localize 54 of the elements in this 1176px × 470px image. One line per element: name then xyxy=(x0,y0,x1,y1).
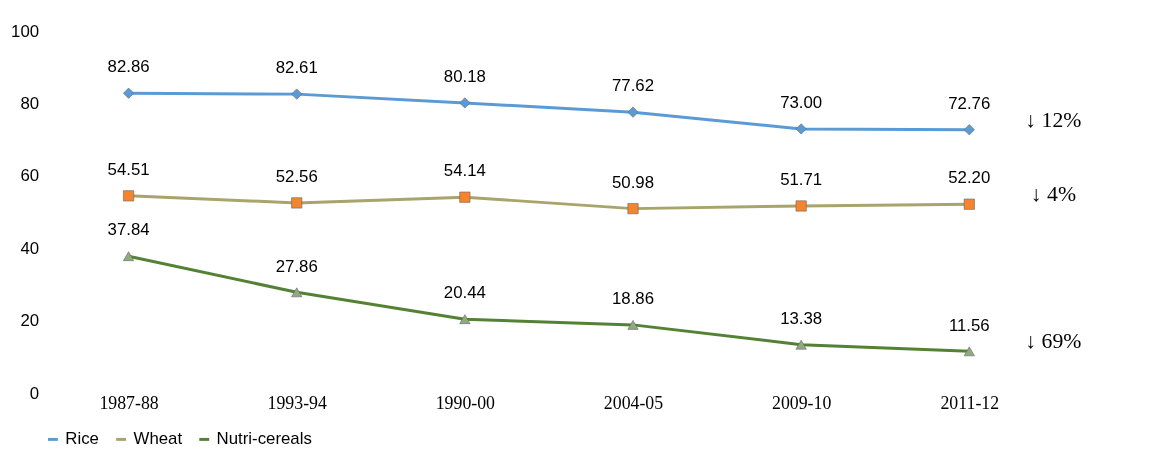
x-tick-label: 1990-00 xyxy=(435,393,496,414)
data-label: 37.84 xyxy=(107,220,150,240)
data-label: 73.00 xyxy=(780,93,823,113)
point xyxy=(291,197,303,209)
point xyxy=(291,287,303,298)
data-label: 54.14 xyxy=(443,161,486,181)
legend-label: Nutri-cereals xyxy=(216,429,312,449)
point xyxy=(795,123,807,135)
point xyxy=(627,106,639,118)
point xyxy=(459,97,471,109)
data-label: 51.71 xyxy=(780,170,823,190)
point xyxy=(627,203,639,215)
point xyxy=(291,88,303,100)
point xyxy=(459,314,471,324)
x-tick-label: 1993-94 xyxy=(267,393,327,414)
y-tick-label: 40 xyxy=(20,238,40,258)
annotation: ↓ 12% xyxy=(1025,107,1082,132)
y-tick-label: 100 xyxy=(11,21,40,41)
legend-label: Wheat xyxy=(133,429,183,449)
x-tick-label: 2004-05 xyxy=(603,393,664,414)
data-label: 11.56 xyxy=(948,315,990,335)
data-label: 54.51 xyxy=(107,160,150,180)
y-tick-label: 80 xyxy=(20,94,40,114)
data-label: 82.61 xyxy=(275,58,318,78)
data-label: 13.38 xyxy=(780,308,823,328)
y-tick-label: 60 xyxy=(20,166,40,186)
legend-label: Rice xyxy=(65,429,99,449)
data-label: 72.76 xyxy=(948,94,991,114)
data-label: 27.86 xyxy=(275,256,318,276)
y-tick-label: 0 xyxy=(29,383,40,403)
annotation: ↓ 69% xyxy=(1025,329,1082,354)
data-label: 20.44 xyxy=(443,283,486,303)
data-label: 50.98 xyxy=(611,172,655,192)
x-tick-label: 1987-88 xyxy=(99,393,159,414)
annotation: ↓ 4% xyxy=(1030,182,1077,207)
point xyxy=(795,200,807,212)
x-tick-label: 2009-10 xyxy=(771,393,832,414)
data-label: 80.18 xyxy=(443,67,486,87)
point xyxy=(123,251,135,261)
data-label: 52.56 xyxy=(275,167,318,187)
x-tick-label: 2011-12 xyxy=(940,393,1000,414)
point xyxy=(627,320,639,330)
point xyxy=(795,339,807,350)
data-label: 77.62 xyxy=(611,76,655,96)
point xyxy=(963,124,975,136)
point xyxy=(963,346,975,357)
point xyxy=(123,87,135,99)
data-label: 52.20 xyxy=(948,168,991,188)
point xyxy=(459,191,471,203)
data-label: 18.86 xyxy=(611,289,655,309)
data-label: 82.86 xyxy=(107,57,150,77)
point xyxy=(123,190,135,202)
point xyxy=(963,198,975,210)
y-tick-label: 20 xyxy=(20,311,40,331)
